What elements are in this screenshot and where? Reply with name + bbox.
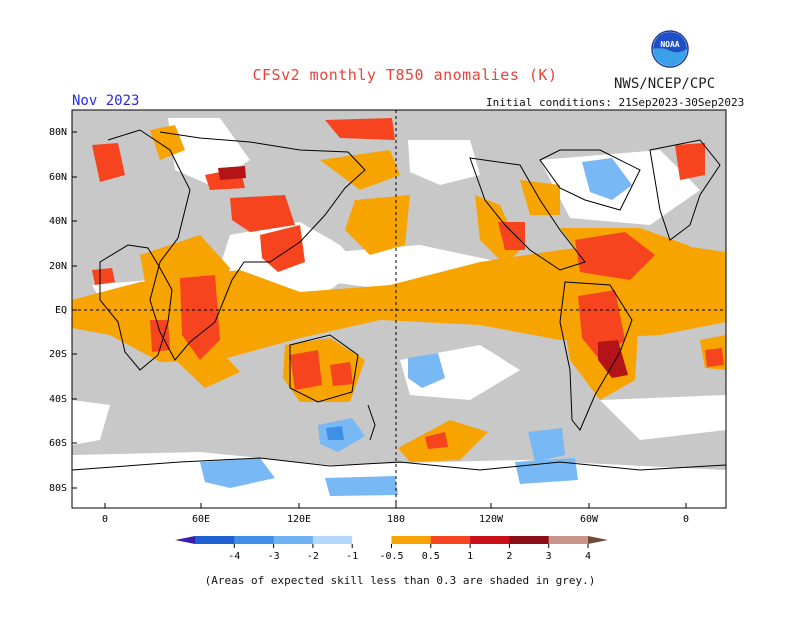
legend-swatch [195, 536, 235, 544]
lat-label: 80S [49, 483, 67, 494]
lon-label: 0 [683, 514, 689, 525]
skill-footnote: (Areas of expected skill less than 0.3 a… [204, 574, 596, 587]
legend-swatch [391, 536, 432, 544]
legend-label: 1 [467, 551, 473, 562]
lon-label: 120E [287, 514, 311, 525]
legend-label: 2 [506, 551, 512, 562]
legend-arrow-right [588, 536, 608, 544]
lat-label: EQ [55, 305, 67, 316]
coastlines [71, 129, 727, 471]
lon-label: 60E [192, 514, 210, 525]
organization-label: NWS/NCEP/CPC [614, 76, 716, 92]
lat-ticks [72, 131, 77, 489]
legend-arrow-left [175, 536, 195, 544]
legend-swatch [234, 536, 275, 544]
lat-label: 40S [49, 394, 67, 405]
lat-label: 60N [49, 172, 67, 183]
legend-swatch [352, 536, 392, 544]
lon-ticks [104, 503, 687, 508]
neutral-regions [72, 118, 726, 508]
legend-label: 0.5 [422, 551, 440, 562]
lat-label: 80N [49, 127, 67, 138]
lon-label: 120W [479, 514, 504, 525]
lon-label: 180 [387, 514, 405, 525]
legend-label: 4 [585, 551, 591, 562]
lat-label: 60S [49, 438, 67, 449]
lat-label: 40N [49, 216, 67, 227]
legend-label: -3 [268, 551, 280, 562]
lon-label: 60W [580, 514, 599, 525]
legend-swatch [312, 536, 353, 544]
map-frame [71, 109, 727, 509]
legend-swatch [273, 536, 314, 544]
lat-labels: 80N 60N 40N 20N EQ 20S 40S 60S 80S [49, 127, 67, 494]
legend-label: -2 [307, 551, 319, 562]
lat-label: 20S [49, 349, 67, 360]
noaa-logo: NOAA [651, 30, 689, 68]
legend-swatch [470, 536, 510, 544]
legend-label: -4 [228, 551, 240, 562]
lon-label: 0 [102, 514, 108, 525]
initial-conditions: Initial conditions: 21Sep2023-30Sep2023 [486, 96, 745, 109]
color-legend: -4 -3 -2 -1 -0.5 0.5 1 2 3 4 [175, 536, 608, 562]
map-title: CFSv2 monthly T850 anomalies (K) [252, 66, 558, 84]
forecast-month: Nov 2023 [72, 93, 140, 109]
lat-label: 20N [49, 261, 67, 272]
lon-labels: 0 60E 120E 180 120W 60W 0 [102, 514, 689, 525]
anomaly-orange [72, 125, 726, 462]
legend-label: -0.5 [379, 551, 403, 562]
logo-text: NOAA [660, 40, 679, 49]
legend-swatch [548, 536, 589, 544]
legend-swatch [430, 536, 471, 544]
legend-swatch [509, 536, 550, 544]
legend-label: -1 [346, 551, 358, 562]
legend-label: 3 [546, 551, 552, 562]
